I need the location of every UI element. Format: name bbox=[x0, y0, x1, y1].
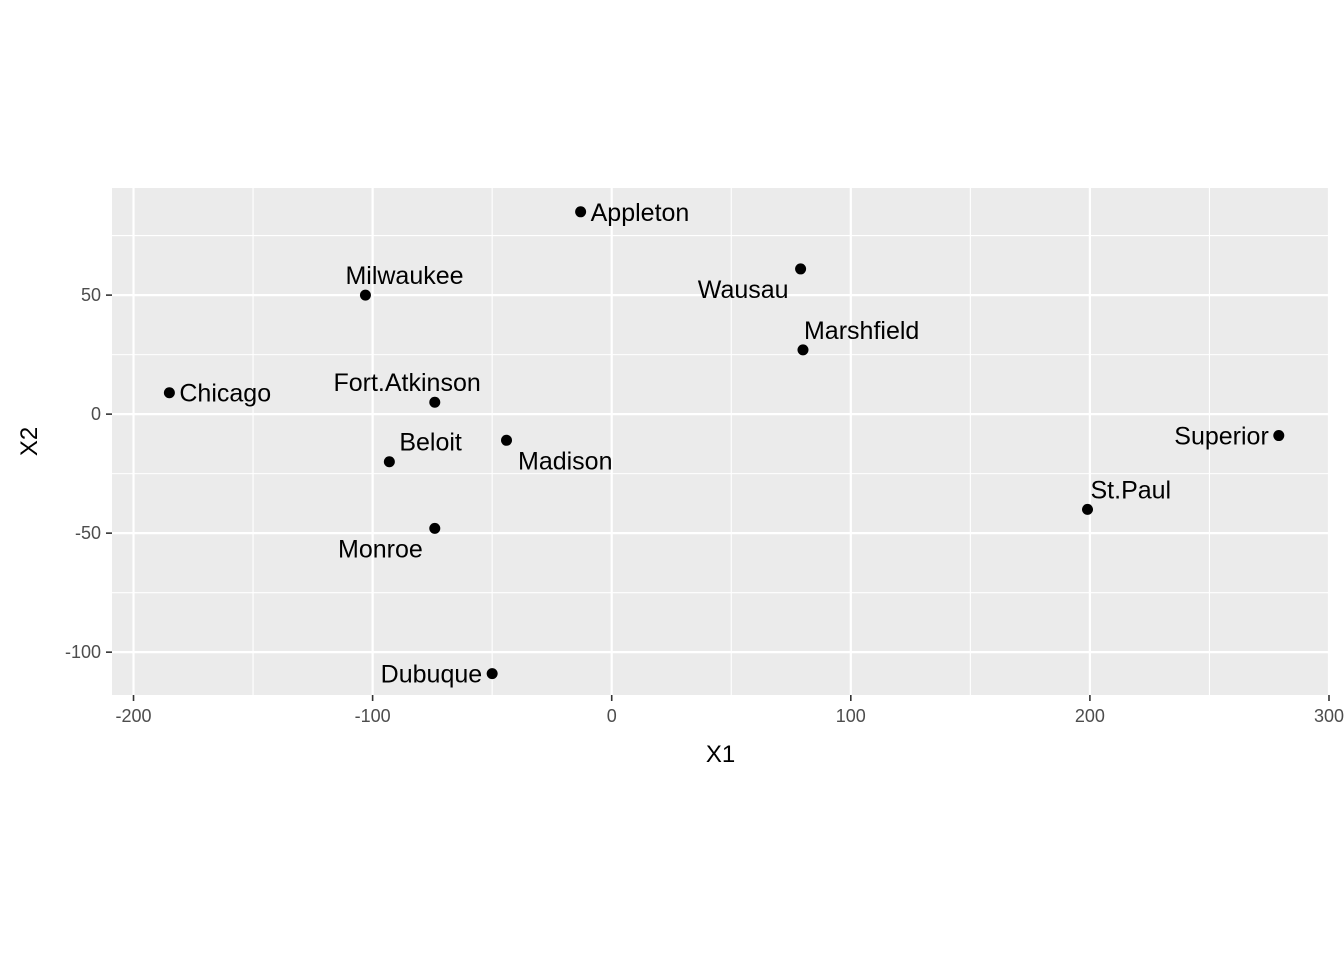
x-axis-title: X1 bbox=[706, 741, 735, 768]
point-label: Dubuque bbox=[381, 661, 482, 689]
data-point bbox=[797, 344, 809, 356]
y-tick-label: -50 bbox=[75, 523, 101, 543]
plot-panel bbox=[112, 188, 1329, 695]
y-tick-label: 50 bbox=[81, 285, 101, 305]
data-point bbox=[383, 456, 395, 468]
minor-grid bbox=[112, 188, 1329, 695]
data-point bbox=[163, 387, 175, 399]
x-axis: -200 -100 0 100 200 300 bbox=[116, 695, 1344, 726]
y-axis-title: X2 bbox=[16, 427, 43, 456]
x-tick-label: 300 bbox=[1314, 706, 1344, 726]
x-tick-label: 0 bbox=[607, 706, 617, 726]
data-point bbox=[359, 289, 371, 301]
x-tick-label: -100 bbox=[355, 706, 391, 726]
point-label: Marshfield bbox=[804, 317, 919, 345]
x-tick-label: 200 bbox=[1075, 706, 1105, 726]
point-label: Milwaukee bbox=[345, 262, 463, 290]
point-labels: Appleton Wausau Milwaukee Marshfield Chicago… bbox=[179, 199, 1268, 689]
point-label: Fort.Atkinson bbox=[333, 369, 480, 397]
data-point bbox=[1082, 503, 1094, 515]
data-point bbox=[575, 206, 587, 218]
point-label: Madison bbox=[518, 447, 613, 475]
data-points bbox=[163, 206, 1285, 680]
major-grid bbox=[112, 188, 1331, 695]
point-label: Chicago bbox=[179, 380, 271, 408]
data-point bbox=[501, 434, 513, 446]
point-label: St.Paul bbox=[1091, 476, 1172, 504]
point-label: Appleton bbox=[591, 199, 690, 227]
x-tick-label: -200 bbox=[116, 706, 152, 726]
point-label: Beloit bbox=[399, 429, 462, 457]
data-point bbox=[795, 263, 807, 275]
data-point bbox=[429, 522, 441, 534]
point-label: Wausau bbox=[698, 276, 789, 304]
data-point bbox=[429, 396, 441, 408]
x-tick-label: 100 bbox=[836, 706, 866, 726]
point-label: Superior bbox=[1174, 423, 1269, 451]
y-tick-label: 0 bbox=[91, 404, 101, 424]
y-tick-label: -100 bbox=[65, 642, 101, 662]
point-label: Monroe bbox=[338, 535, 423, 563]
data-point bbox=[1273, 430, 1285, 442]
data-point bbox=[486, 668, 498, 680]
y-axis: -100 -50 0 50 bbox=[65, 285, 112, 662]
